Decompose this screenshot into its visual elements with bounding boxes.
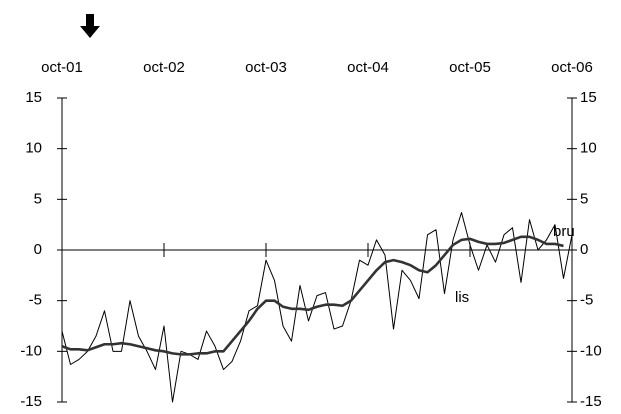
y-tick-label: -10 xyxy=(20,342,42,359)
arrow-icon xyxy=(80,14,100,38)
y2-tick-label: 5 xyxy=(580,190,588,207)
y2-tick-label: 10 xyxy=(580,140,597,157)
x-tick-label: oct-01 xyxy=(41,59,83,76)
x-tick-label: oct-06 xyxy=(551,59,593,76)
y2-tick-label: -10 xyxy=(580,342,602,359)
x-tick-label: oct-05 xyxy=(449,59,491,76)
y-tick-label: 15 xyxy=(25,89,42,106)
y2-tick-label: -15 xyxy=(580,393,602,410)
x-tick-label: oct-03 xyxy=(245,59,287,76)
x-tick-label: oct-02 xyxy=(143,59,185,76)
y-tick-label: 10 xyxy=(25,140,42,157)
y-tick-label: -15 xyxy=(20,393,42,410)
line-series xyxy=(61,235,564,356)
y-tick-label: 5 xyxy=(34,190,42,207)
y-tick-label: -5 xyxy=(29,292,42,309)
y2-tick-label: 0 xyxy=(580,241,588,258)
y2-tick-label: 15 xyxy=(580,89,597,106)
y2-tick-label: -5 xyxy=(580,292,593,309)
series-label: bru xyxy=(553,223,575,240)
x-tick-label: oct-04 xyxy=(347,59,389,76)
y-tick-label: 0 xyxy=(34,241,42,258)
series-label: lis xyxy=(455,289,469,306)
